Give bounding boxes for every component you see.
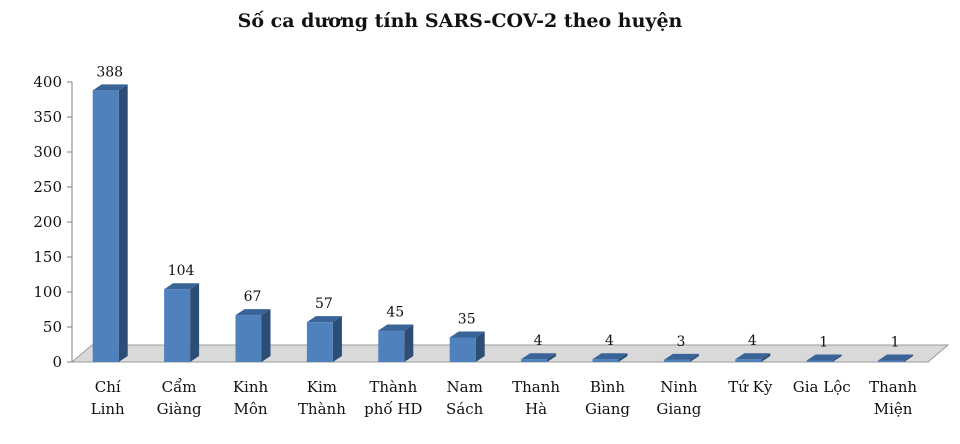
- data-label: 35: [458, 312, 476, 328]
- data-label: 57: [315, 296, 333, 312]
- category-label: Ninh: [660, 378, 698, 396]
- category-label: Bình: [590, 378, 625, 396]
- y-tick-label: 300: [33, 143, 62, 161]
- bar-front: [164, 289, 191, 362]
- bar: [521, 353, 557, 362]
- bar-top: [663, 353, 699, 360]
- category-label: Giang: [656, 400, 701, 418]
- category-label: Môn: [233, 400, 267, 418]
- category-label: Gia Lộc: [793, 378, 851, 396]
- bar-front: [663, 359, 690, 362]
- bar-front: [878, 360, 905, 362]
- category-label: Giàng: [157, 400, 202, 418]
- bar-front: [592, 359, 619, 362]
- bar-top: [806, 354, 842, 361]
- bar: [878, 354, 914, 362]
- bar: [806, 354, 842, 362]
- bar-top: [521, 353, 557, 360]
- chart-title: Số ca dương tính SARS-COV-2 theo huyện: [238, 10, 683, 32]
- bar: [735, 353, 771, 362]
- category-label: Miện: [874, 400, 913, 418]
- category-label: Giang: [585, 400, 630, 418]
- y-tick-label: 250: [33, 178, 62, 196]
- bar-front: [378, 330, 405, 362]
- bar-front: [521, 359, 548, 362]
- bar-side: [547, 353, 557, 362]
- category-label: Thành: [369, 378, 417, 396]
- data-label: 1: [891, 335, 900, 351]
- bar-side: [190, 283, 200, 362]
- category-label: Thanh: [512, 378, 560, 396]
- data-label: 4: [534, 333, 543, 349]
- bar: [663, 353, 699, 362]
- y-tick-label: 150: [33, 248, 62, 266]
- bar-side: [904, 354, 914, 362]
- category-label: Hà: [525, 400, 547, 418]
- data-label: 3: [676, 334, 685, 350]
- y-tick-label: 100: [33, 283, 62, 301]
- category-label: Kinh: [233, 378, 269, 396]
- y-tick-label: 0: [52, 353, 62, 371]
- y-tick-label: 200: [33, 213, 62, 231]
- category-label: Linh: [91, 400, 125, 418]
- category-labels: Chí Linh Cẩm Giàng Kinh Môn Kim Thành Thành phố H…: [91, 378, 918, 418]
- bar: [92, 84, 128, 363]
- bar-side: [261, 309, 271, 362]
- bar-front: [235, 315, 262, 362]
- bar: [164, 283, 200, 362]
- bar: [378, 324, 414, 362]
- bar-front: [806, 360, 833, 362]
- y-tick-label: 350: [33, 108, 62, 126]
- bar-front: [449, 337, 476, 362]
- category-label: Thành: [298, 400, 346, 418]
- category-label: Thanh: [869, 378, 917, 396]
- bar-side: [618, 353, 628, 362]
- bar-top: [378, 324, 414, 331]
- bar: [449, 331, 485, 362]
- bar-front: [735, 359, 762, 362]
- category-label: phố HD: [364, 400, 422, 418]
- bar-top: [592, 353, 628, 360]
- bar-top: [164, 283, 200, 290]
- data-label: 4: [748, 333, 757, 349]
- floor-plane: [70, 344, 950, 363]
- y-tick-label: 50: [43, 318, 62, 336]
- bar-top: [449, 331, 485, 338]
- category-label: Kim: [307, 378, 337, 396]
- bar-side: [761, 353, 771, 362]
- chart-floor: [70, 344, 950, 363]
- bar: [235, 309, 271, 362]
- bar-top: [235, 309, 271, 316]
- y-axis: 0 50 100 150 200 250 300 350 400: [33, 73, 73, 371]
- bar-top: [92, 84, 128, 91]
- category-label: Sách: [446, 400, 484, 418]
- bar: [306, 316, 342, 362]
- data-label: 4: [605, 333, 614, 349]
- bar-top: [735, 353, 771, 360]
- category-label: Chí: [95, 378, 121, 396]
- data-label: 104: [168, 263, 195, 279]
- bar-side: [404, 324, 414, 362]
- bar: [592, 353, 628, 362]
- data-label: 388: [96, 64, 123, 80]
- data-labels: 388 104 67 57 45 35 4 4 3 4 1 1: [96, 64, 899, 350]
- category-label: Tứ Kỳ: [728, 378, 773, 396]
- bar-side: [332, 316, 342, 362]
- data-label: 45: [386, 305, 404, 321]
- bar-side: [689, 353, 699, 362]
- bar-top: [306, 316, 342, 323]
- bar-side: [118, 84, 128, 363]
- bar-front: [92, 90, 119, 363]
- data-label: 67: [244, 289, 262, 305]
- bar-side: [475, 331, 485, 362]
- category-label: Nam: [447, 378, 483, 396]
- category-label: Cẩm: [162, 378, 197, 396]
- bar-front: [306, 322, 333, 362]
- data-label: 1: [819, 335, 828, 351]
- bar-top: [878, 354, 914, 361]
- bar-side: [832, 354, 842, 362]
- y-tick-label: 400: [33, 73, 62, 91]
- bars: [92, 84, 914, 363]
